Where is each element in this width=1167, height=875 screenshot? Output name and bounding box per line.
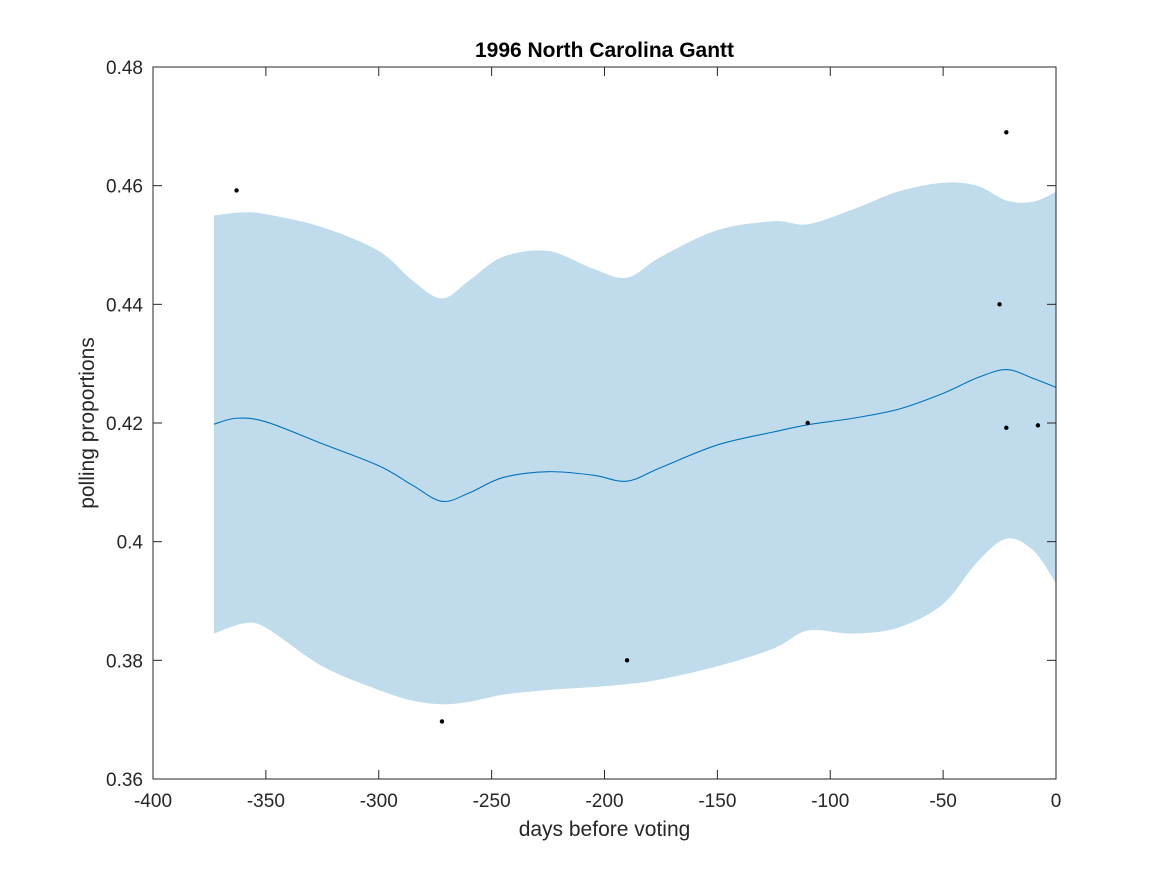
- y-tick-label: 0.38: [106, 651, 143, 672]
- y-tick-label: 0.42: [106, 414, 143, 435]
- y-tick-label: 0.4: [117, 533, 144, 554]
- x-tick-label: -300: [360, 791, 398, 812]
- x-tick-label: -200: [585, 791, 623, 812]
- x-tick-label: -150: [698, 791, 736, 812]
- y-axis-title: polling proportions: [76, 337, 99, 509]
- poll-point: [1035, 423, 1041, 428]
- y-tick-label: 0.36: [106, 770, 143, 791]
- x-tick-label: -350: [247, 791, 285, 812]
- y-tick-label: 0.46: [106, 177, 143, 198]
- poll-point: [624, 658, 630, 663]
- poll-point: [234, 188, 239, 193]
- y-tick-label: 0.44: [106, 295, 143, 316]
- x-tick-label: 0: [1051, 791, 1062, 812]
- poll-point: [439, 719, 445, 724]
- poll-point: [1004, 425, 1009, 430]
- y-tick-label: 0.48: [106, 58, 143, 79]
- x-tick-label: -400: [134, 791, 172, 812]
- y-axis-ticks: 0.36 0.38 0.4 0.42 0.44 0.46 0.48: [106, 58, 1056, 791]
- poll-point: [997, 302, 1002, 307]
- plot-area: [213, 130, 1057, 724]
- x-axis-ticks: -400 -350 -300 -250 -200 -150 -100 -50 0: [134, 67, 1061, 812]
- x-tick-label: -50: [929, 791, 956, 812]
- x-tick-label: -100: [811, 791, 849, 812]
- poll-point: [805, 420, 810, 426]
- mean-trend-line: [213, 369, 1057, 503]
- x-tick-label: -250: [473, 791, 511, 812]
- chart-title: 1996 North Carolina Gantt: [475, 39, 734, 62]
- confidence-band: [213, 182, 1056, 705]
- poll-points: [234, 130, 1041, 724]
- x-axis-title: days before voting: [519, 818, 691, 841]
- poll-point: [1004, 130, 1009, 135]
